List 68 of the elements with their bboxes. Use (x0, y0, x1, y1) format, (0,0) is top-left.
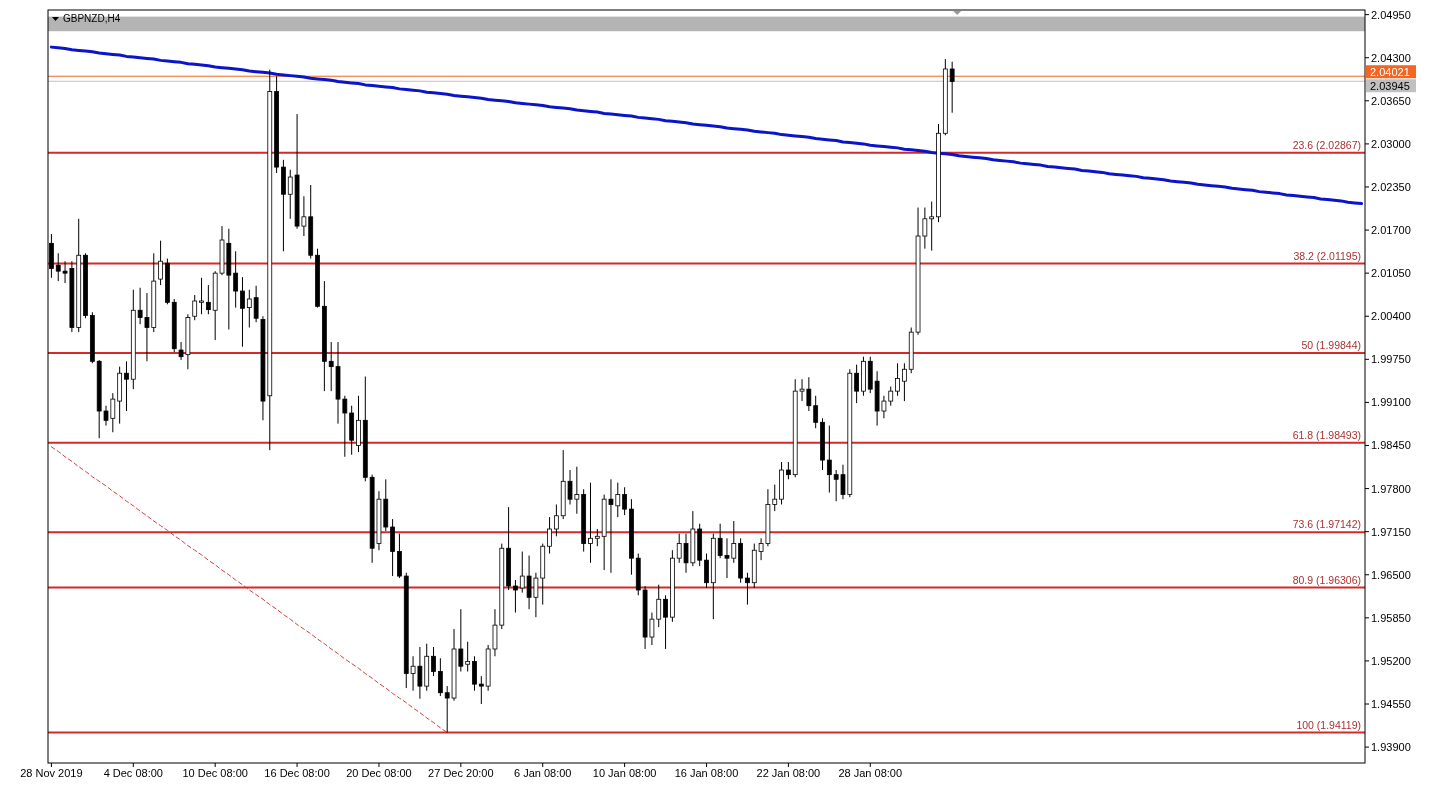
y-tick-label: 1.97150 (1371, 525, 1411, 538)
x-tick-label: 28 Jan 08:00 (838, 767, 903, 779)
annotation: 80.9 (1.96306) (1292, 573, 1361, 586)
candlestick (472, 655, 477, 692)
annotation: 50 (1.99844) (1301, 339, 1361, 352)
y-tick-label: 1.97800 (1371, 482, 1411, 495)
annotation: 38.2 (2.01195) (1293, 249, 1361, 262)
candlestick (158, 240, 163, 286)
candlestick (124, 360, 129, 412)
candlestick (745, 572, 750, 606)
candlestick (663, 594, 668, 650)
y-tick-label: 2.02350 (1371, 180, 1411, 193)
candlestick (465, 641, 471, 673)
candlestick (205, 284, 211, 315)
annotation: 23.6 (2.02867) (1292, 138, 1361, 151)
y-tick-label: 2.00400 (1371, 310, 1411, 323)
y-tick-label: 1.95200 (1371, 654, 1411, 667)
x-tick-label: 20 Dec 08:00 (346, 767, 412, 779)
candlestick (929, 201, 935, 252)
annotation: 61.8 (1.98493) (1292, 428, 1361, 441)
y-tick-label: 1.96500 (1371, 568, 1411, 581)
y-tick-label: 2.04950 (1371, 8, 1411, 21)
y-tick-label: 1.95850 (1371, 611, 1411, 624)
y-tick-label: 2.01700 (1371, 224, 1411, 237)
y-tick-label: 2.03000 (1371, 137, 1411, 150)
candlestick (199, 277, 204, 315)
candlestick (240, 276, 245, 348)
candlestick (478, 675, 484, 705)
x-tick-label: 28 Nov 2019 (20, 767, 83, 779)
x-tick-label: 16 Dec 08:00 (264, 767, 330, 779)
y-tick-label: 2.03650 (1371, 94, 1411, 107)
y-tick-label: 1.94550 (1371, 698, 1411, 711)
y-tick-label: 2.04300 (1371, 51, 1411, 64)
candlestick (902, 362, 907, 402)
annotation: 100 (1.94119) (1296, 718, 1361, 731)
y-tick-label: 1.98450 (1371, 439, 1411, 452)
y-tick-label: 1.93900 (1371, 741, 1411, 754)
candlestick (854, 364, 859, 404)
line-series (50, 446, 448, 734)
candlestick (192, 294, 198, 321)
y-tick-label: 1.99750 (1371, 353, 1411, 366)
candlestick (826, 425, 832, 494)
candlestick (895, 362, 900, 397)
candlestick (949, 61, 955, 114)
x-tick-label: 10 Jan 08:00 (592, 767, 657, 779)
candlestick (431, 646, 436, 677)
candlestick (547, 516, 552, 555)
y-tick-label: 1.99100 (1371, 396, 1411, 409)
ref-line-label: 2.04021 (1370, 65, 1410, 78)
candlestick (554, 503, 559, 537)
line-series (49, 45, 1364, 206)
candlestick (437, 657, 443, 697)
x-tick-label: 22 Jan 08:00 (756, 767, 821, 779)
x-tick-label: 27 Dec 20:00 (428, 767, 494, 779)
candlestick (513, 579, 518, 614)
candlestick (622, 486, 627, 516)
x-tick-label: 6 Jan 08:00 (513, 767, 572, 779)
annotation: 73.6 (1.97142) (1292, 518, 1361, 531)
x-tick-label: 10 Dec 08:00 (182, 767, 248, 779)
chart-title: GBPNZD,H4 (63, 13, 121, 24)
y-tick-label: 2.01050 (1371, 267, 1411, 280)
x-tick-label: 16 Jan 08:00 (674, 767, 739, 779)
ref-line-label: 2.03945 (1370, 79, 1410, 92)
candlestick (813, 395, 819, 429)
x-tick-label: 4 Dec 08:00 (103, 767, 163, 779)
candlestick (588, 482, 593, 564)
candlestick (704, 553, 709, 589)
candlestick (233, 250, 239, 309)
